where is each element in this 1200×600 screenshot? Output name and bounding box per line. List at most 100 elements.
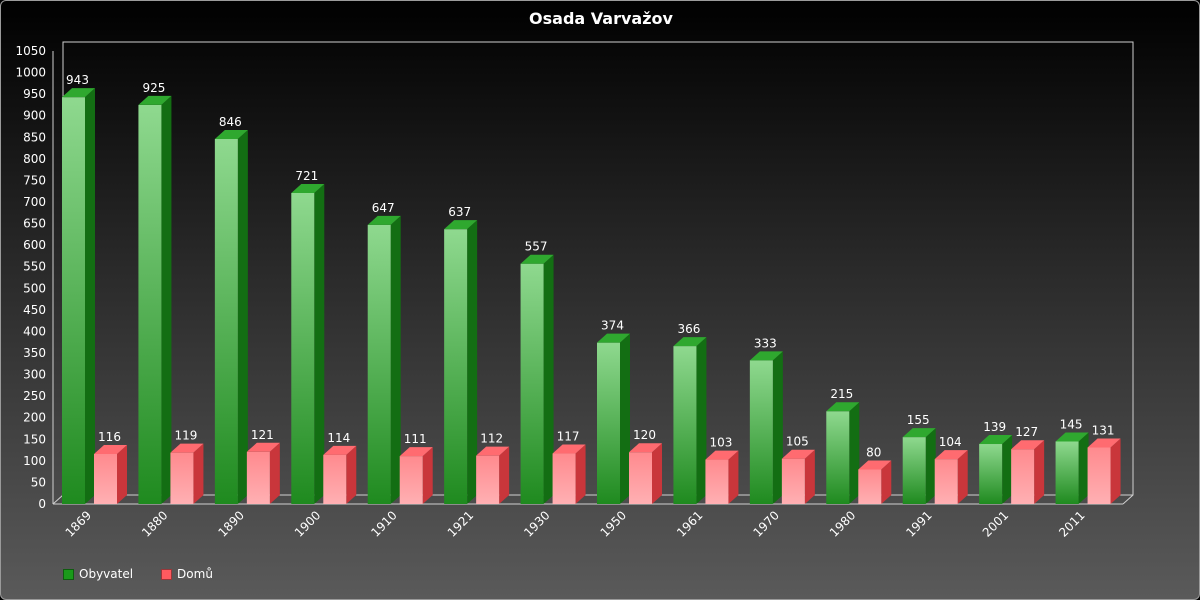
bar-domů-1930 [552, 453, 576, 504]
chart-title: Osada Varvažov [529, 9, 673, 28]
bar-obyvatel-1980 [826, 411, 850, 504]
legend-item-domu[interactable]: Domů [161, 567, 213, 581]
y-tick-label: 50 [31, 475, 46, 489]
x-tick-label: 1880 [139, 508, 170, 539]
bar-obyvatel-1921 [444, 229, 468, 504]
bar-top-domů [94, 444, 127, 454]
bar-domů-1890 [246, 451, 270, 504]
bar-domů-1880 [170, 452, 194, 504]
bar-top-obyvatel [520, 254, 554, 264]
bar-side-obyvatel [620, 333, 630, 504]
bar-domů-1970 [781, 458, 805, 504]
bar-domů-1950 [629, 452, 652, 504]
legend: Obyvatel Domů [63, 567, 213, 581]
bar-side-obyvatel [85, 88, 95, 505]
y-tick-label: 1000 [15, 66, 46, 80]
y-tick-label: 0 [38, 497, 46, 511]
bar-obyvatel-1890 [214, 139, 238, 505]
bar-top-obyvatel [902, 428, 936, 438]
bar-top-domů [170, 443, 204, 453]
bar-side-domů [1110, 438, 1121, 504]
bar-domů-2001 [1011, 449, 1035, 504]
data-label: 333 [754, 336, 777, 350]
x-tick-label: 1980 [827, 508, 858, 539]
data-label: 846 [219, 115, 242, 129]
bar-side-domů [193, 443, 204, 504]
bar-side-obyvatel [237, 130, 248, 505]
y-tick-label: 450 [23, 303, 46, 317]
bar-side-obyvatel [1002, 435, 1013, 504]
data-label: 127 [1015, 425, 1038, 439]
bar-top-domů [1011, 440, 1045, 450]
bar-obyvatel-2011 [1055, 441, 1079, 504]
bar-obyvatel-1970 [749, 360, 773, 504]
bar-top-obyvatel [367, 215, 401, 225]
bar-domů-1980 [858, 469, 882, 504]
bar-side-domů [499, 446, 510, 504]
bar-side-obyvatel [849, 402, 860, 504]
data-label: 116 [98, 430, 121, 444]
bar-top-obyvatel [214, 130, 248, 140]
y-tick-label: 600 [23, 238, 46, 252]
data-label: 366 [677, 322, 700, 336]
y-tick-label: 850 [23, 130, 46, 144]
x-tick-label: 1869 [63, 508, 94, 539]
x-tick-label: 1961 [674, 508, 705, 539]
bar-top-obyvatel [1055, 432, 1089, 442]
y-tick-label: 150 [23, 432, 46, 446]
bar-side-obyvatel [1078, 432, 1089, 504]
y-tick-label: 250 [23, 389, 46, 403]
y-tick-label: 300 [23, 368, 46, 382]
bar-side-obyvatel [390, 215, 401, 504]
bar-top-domů [629, 443, 662, 453]
bar-obyvatel-1930 [520, 263, 544, 504]
y-tick-label: 1050 [15, 44, 46, 58]
bar-top-domů [246, 442, 280, 452]
legend-label-domu: Domů [177, 567, 213, 581]
bar-domů-1921 [476, 455, 500, 504]
data-label: 117 [557, 430, 580, 444]
bar-side-domů [346, 445, 357, 504]
bar-top-domů [476, 446, 510, 456]
data-label: 111 [404, 432, 427, 446]
y-tick-label: 350 [23, 346, 46, 360]
data-label: 374 [601, 319, 624, 333]
bar-top-obyvatel [979, 435, 1013, 445]
bar-domů-1869 [94, 453, 117, 504]
bar-side-obyvatel [161, 95, 172, 504]
bar-domů-1900 [323, 454, 347, 504]
bar-side-domů [728, 450, 739, 504]
bar-top-obyvatel [291, 183, 325, 193]
bar-obyvatel-1961 [673, 346, 697, 504]
bar-obyvatel-1880 [138, 104, 162, 504]
bar-obyvatel-2001 [979, 444, 1003, 504]
bar-side-domů [957, 450, 968, 504]
data-label: 925 [142, 81, 165, 95]
bar-side-obyvatel [467, 220, 478, 504]
bar-top-domů [934, 450, 968, 460]
x-tick-label: 2011 [1056, 508, 1087, 539]
bar-side-obyvatel [543, 254, 554, 504]
y-tick-label: 700 [23, 195, 46, 209]
y-tick-label: 550 [23, 260, 46, 274]
bar-top-obyvatel [749, 351, 783, 361]
y-tick-label: 750 [23, 173, 46, 187]
data-label: 105 [786, 435, 809, 449]
bar-side-domů [804, 449, 815, 504]
bar-domů-1910 [399, 456, 423, 504]
legend-item-obyvatel[interactable]: Obyvatel [63, 567, 133, 581]
x-tick-label: 1950 [598, 508, 629, 539]
data-label: 215 [830, 387, 853, 401]
x-tick-label: 1991 [903, 508, 934, 539]
data-label: 114 [327, 431, 350, 445]
bar-top-obyvatel [826, 402, 860, 412]
x-tick-label: 1930 [521, 508, 552, 539]
bar-side-domů [422, 447, 433, 504]
bar-top-domů [323, 445, 357, 455]
bar-top-domů [399, 447, 433, 457]
bar-domů-1991 [934, 459, 958, 504]
data-label: 104 [939, 435, 962, 449]
data-label: 145 [1060, 417, 1083, 431]
